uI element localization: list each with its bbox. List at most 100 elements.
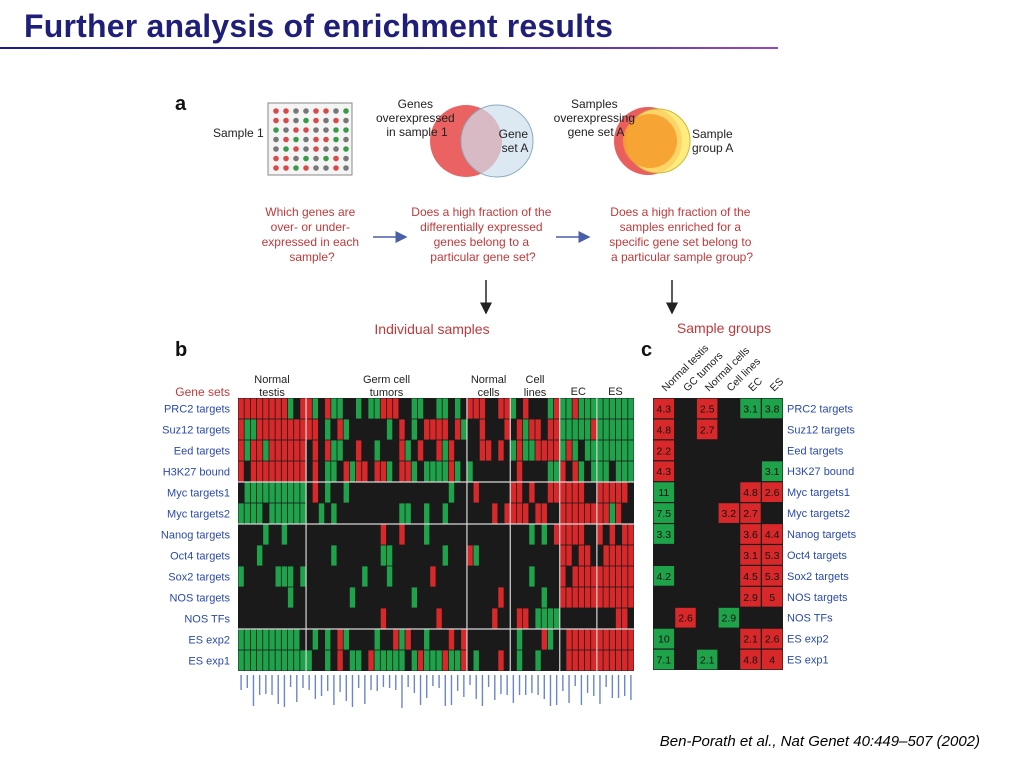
heatmap-cell: [622, 482, 628, 503]
heatmap-cell: [498, 440, 504, 461]
group-heatmap-cell: [761, 440, 783, 461]
heatmap-cell: [269, 440, 275, 461]
heatmap-cell: [572, 650, 578, 671]
microarray-dot: [333, 165, 339, 171]
heatmap-cell: [578, 461, 585, 482]
group-heatmap-cell: [653, 649, 675, 670]
heatmap-cell: [572, 482, 578, 503]
citation: Ben-Porath et al., Nat Genet 40:449–507 …: [659, 733, 980, 750]
heatmap-cell: [424, 503, 430, 524]
heatmap-cell: [572, 419, 578, 440]
group-heatmap-cell: [653, 440, 675, 461]
heatmap-cell: [584, 587, 591, 608]
microarray-dot: [303, 165, 309, 171]
microarray-dot: [283, 117, 289, 124]
heatmap-cell: [424, 461, 430, 482]
microarray-dot: [323, 136, 329, 143]
venn1-label: Genes overexpressed in sample 1: [376, 97, 458, 139]
heatmap-cell: [411, 398, 418, 419]
microarray-dot: [303, 117, 309, 124]
group-row-label: NOS targets: [787, 592, 848, 604]
heatmap-cell: [281, 503, 288, 524]
heatmap-cell: [572, 398, 578, 419]
heatmap-cell: [560, 461, 566, 482]
heatmap-cell: [244, 503, 250, 524]
heatmap-cell: [609, 440, 616, 461]
outcome-sample-groups: Sample groups: [677, 320, 771, 336]
heatmap-cell: [560, 503, 566, 524]
group-heatmap-value: 5: [769, 592, 775, 604]
group-row-label: H3K27 bound: [787, 466, 854, 478]
heatmap-cell: [325, 629, 331, 650]
group-heatmap-value: 4.8: [743, 655, 758, 667]
group-heatmap-value: 7.5: [657, 508, 672, 520]
microarray-dot: [273, 165, 279, 171]
venn-diagram-genes: Genes overexpressed in sample 1 Gene set…: [376, 97, 534, 178]
heatmap-cell: [609, 398, 616, 419]
venn2-set-label: Sample group A: [692, 127, 736, 155]
microarray-dot: [313, 155, 319, 162]
heatmap-dividers: [238, 398, 634, 671]
microarray-dot: [343, 127, 349, 133]
heatmap-cell: [529, 419, 535, 440]
heatmap-cell: [331, 398, 337, 419]
heatmap-cell: [405, 461, 411, 482]
heatmap-cell: [609, 587, 616, 608]
heatmap-cell: [399, 419, 405, 440]
heatmap-cell: [461, 650, 467, 671]
heatmap-cell: [355, 650, 362, 671]
column-group-label-line: Normal: [471, 374, 506, 386]
heatmap-cell: [597, 503, 603, 524]
microarray-dot: [313, 146, 319, 152]
heatmap-cell: [386, 545, 393, 566]
group-heatmap-cell: [718, 419, 740, 440]
heatmap-cell: [578, 545, 585, 566]
heatmap-cell: [337, 629, 343, 650]
heatmap-cell: [269, 419, 275, 440]
heatmap-cell: [628, 566, 634, 587]
heatmap-cell: [535, 440, 541, 461]
heatmap-cell: [498, 587, 504, 608]
heatmap-cell: [244, 398, 250, 419]
heatmap-cell: [591, 419, 597, 440]
heatmap-cell: [541, 629, 547, 650]
heatmap-cell: [454, 419, 461, 440]
question-3-line: a particular sample group?: [611, 250, 753, 264]
heatmap-cell: [591, 461, 597, 482]
heatmap-cell: [263, 461, 269, 482]
heatmap-cell: [622, 440, 628, 461]
heatmap-cell: [349, 650, 356, 671]
heatmap-cell: [250, 398, 257, 419]
group-heatmap-cell: [740, 461, 761, 482]
heatmap-cell: [436, 461, 442, 482]
heatmap-cell: [256, 503, 263, 524]
column-group-label-line: ES: [608, 386, 623, 398]
microarray-dot: [303, 146, 309, 152]
heatmap-cell: [436, 650, 442, 671]
heatmap-cell: [510, 482, 517, 503]
group-heatmap-cell: [740, 628, 761, 649]
heatmap-cell: [510, 440, 517, 461]
heatmap-cell: [325, 398, 331, 419]
heatmap-cell: [238, 398, 244, 419]
heatmap-cell: [603, 503, 609, 524]
group-heatmap-value: 4.3: [657, 466, 672, 478]
heatmap-cell: [386, 650, 393, 671]
heatmap-cell: [362, 566, 368, 587]
heatmap-cell: [603, 587, 609, 608]
heatmap-cell: [566, 650, 572, 671]
venn2-label-line: overexpressing: [554, 111, 635, 125]
group-heatmap-cell: [718, 628, 740, 649]
heatmap-cell: [442, 503, 448, 524]
group-heatmap-cell: [675, 503, 696, 523]
microarray-dot-grid: [273, 108, 349, 171]
heatmap-cell: [615, 545, 622, 566]
heatmap-cell: [628, 629, 634, 650]
group-heatmap-cell: [718, 524, 740, 544]
heatmap-cell: [461, 629, 467, 650]
group-heatmap-cell: [740, 440, 761, 461]
heatmap-cell: [609, 650, 616, 671]
heatmap-cell: [603, 419, 609, 440]
microarray-dot: [283, 146, 289, 152]
heatmap-cell: [386, 566, 393, 587]
